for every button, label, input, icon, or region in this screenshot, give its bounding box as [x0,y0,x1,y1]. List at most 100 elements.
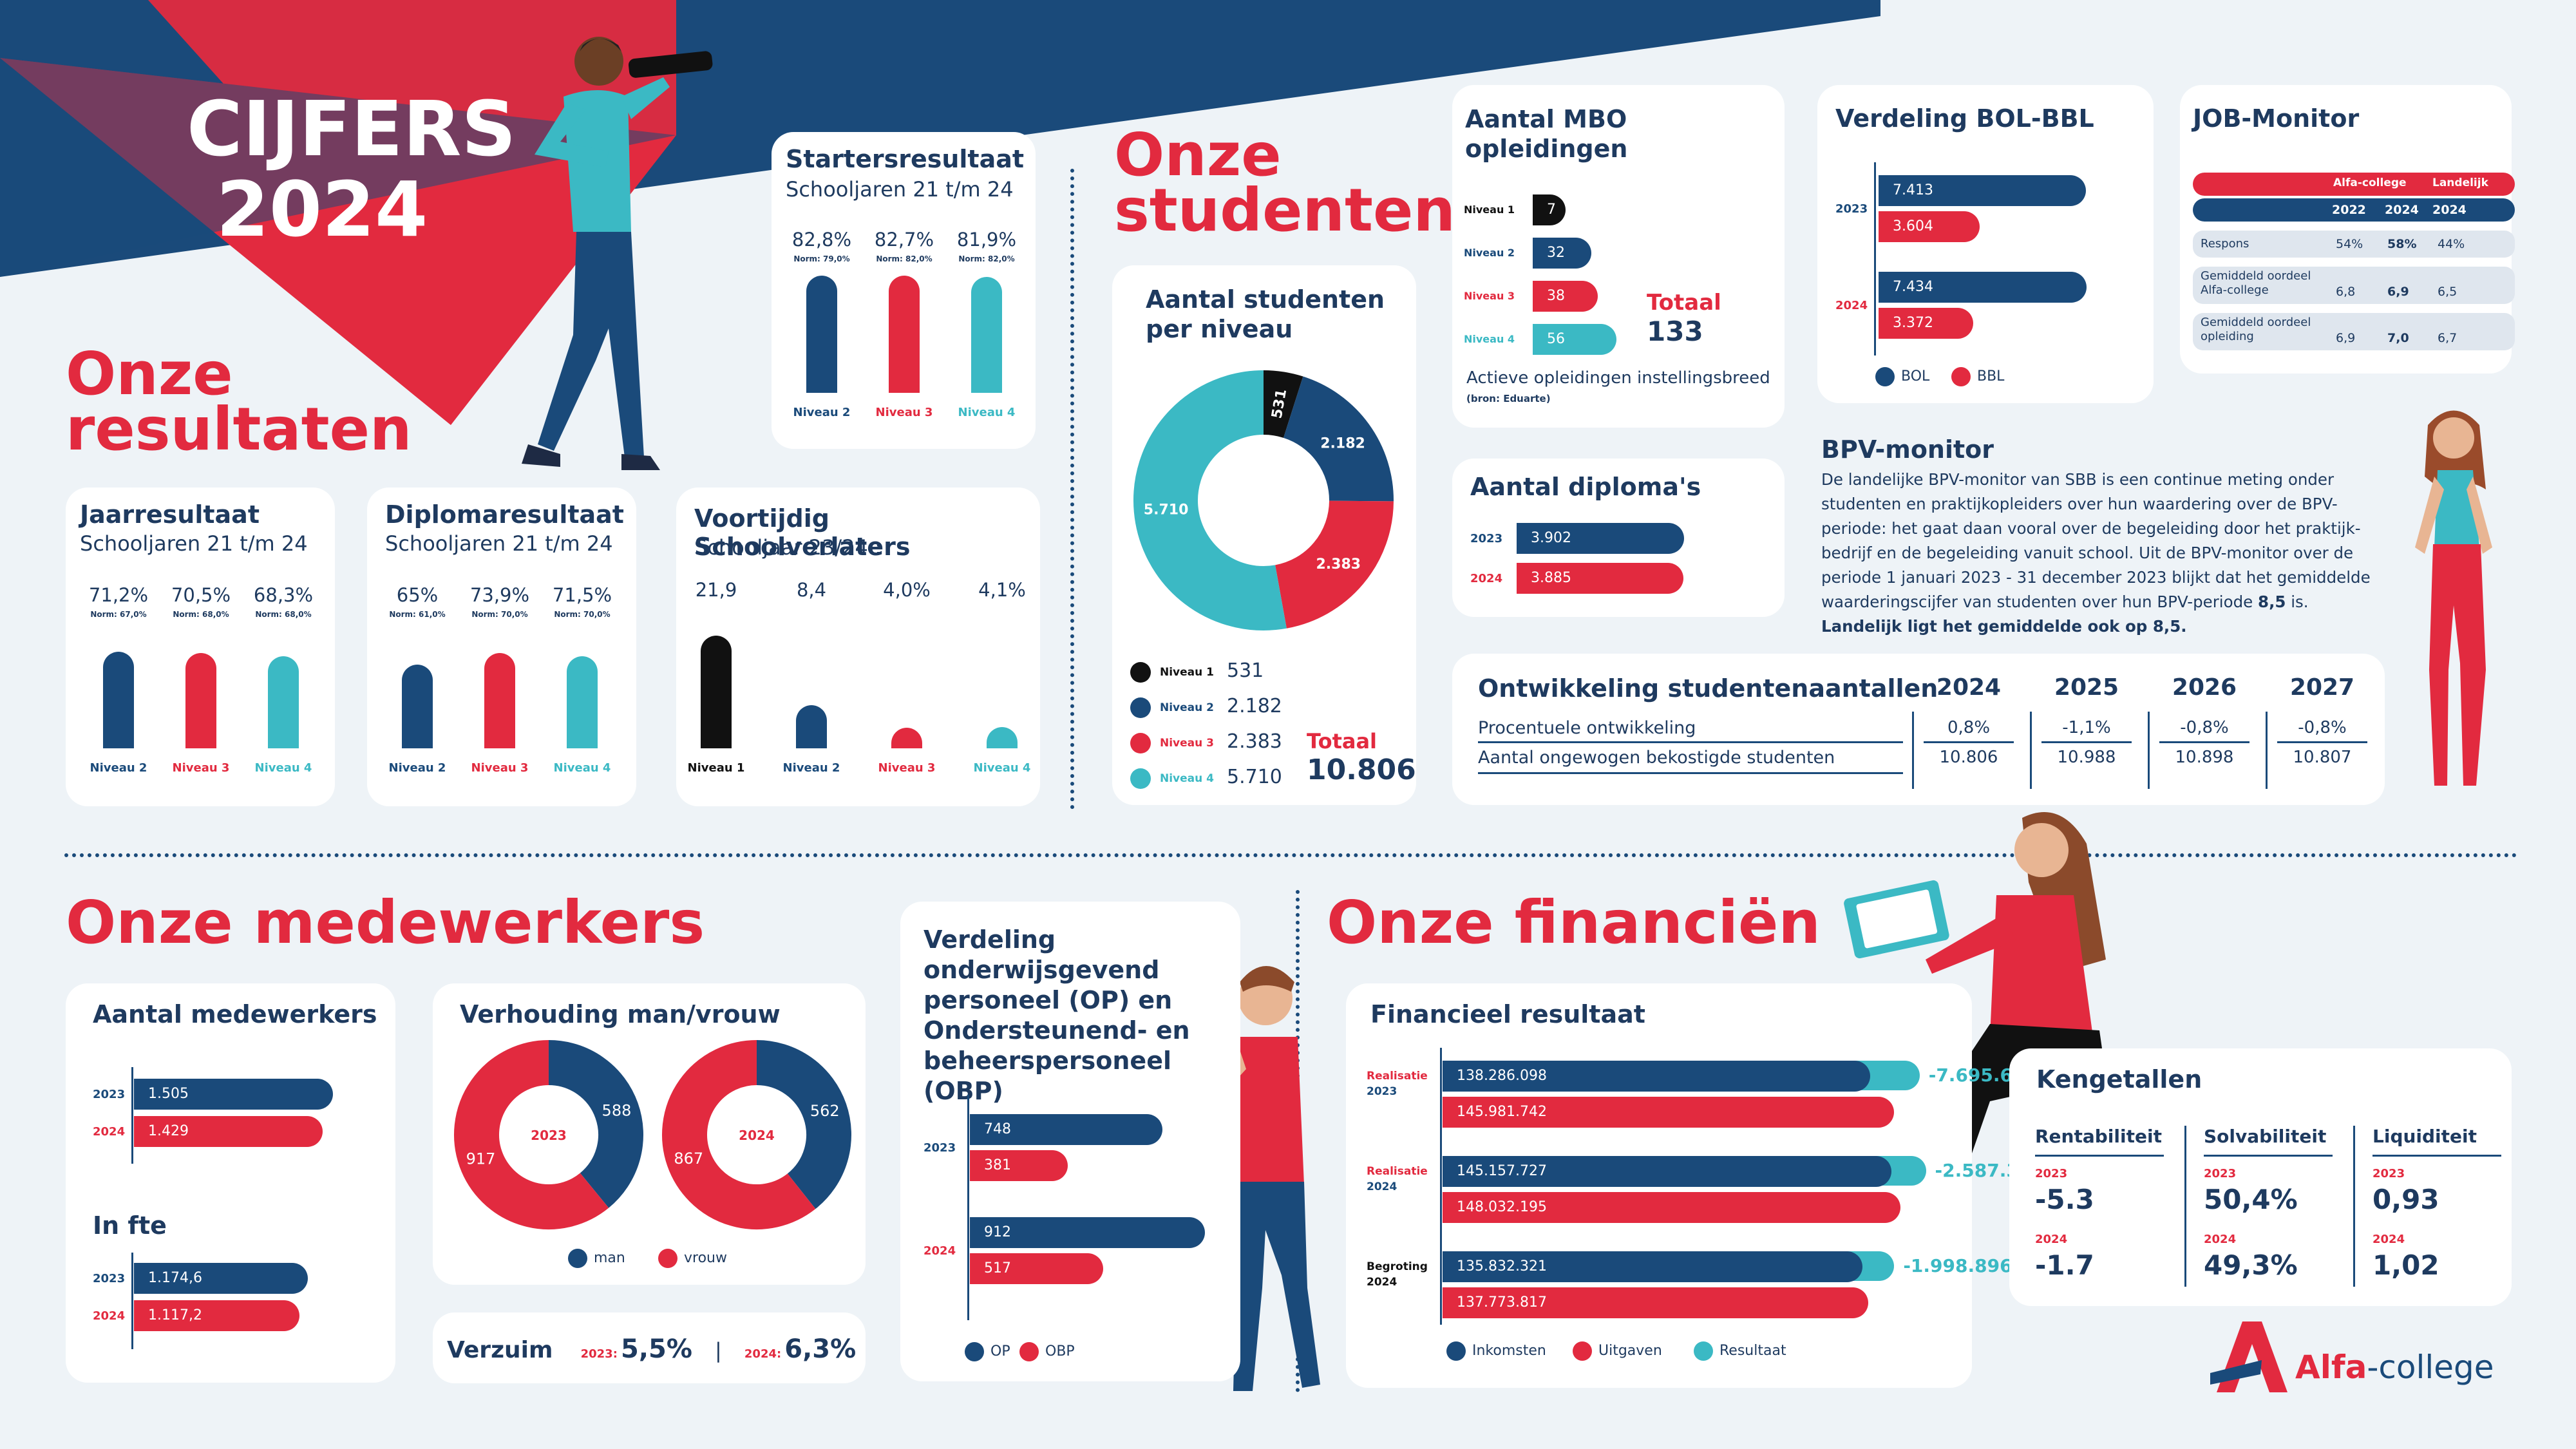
financieel-card: Financieel resultaat Realisatie 2023 138.2… [1346,983,2044,1388]
axis-line [967,1095,969,1320]
legend-label: Niveau 4 [1160,772,1214,785]
donut-segment-vrouw [454,1040,609,1229]
legend-man: man [568,1249,625,1268]
keng-divider [2353,1126,2355,1287]
ontwikkeling-row-1: Procentuele ontwikkeling [1478,718,1696,738]
bar-value: 4,0% [883,579,931,601]
donut-segment-label: 2.182 [1320,436,1365,452]
verzuim-row: Verzuim 2023: 5,5% | 2024: 6,3% [447,1334,856,1364]
legend-bbl: BBL [1951,367,2004,386]
diplomaresultaat-title: Diplomaresultaat [385,500,624,529]
keng-value: -1.7 [2035,1249,2094,1281]
bar-value: 68,3% [253,584,314,606]
keng-year: 2024 [2372,1233,2405,1246]
legend-row: Niveau 2 2.182 [1130,695,1285,721]
year-label: 2023 [1470,532,1503,545]
year-label: 2023 [93,1088,126,1101]
ontw-percent: -1,1% [2062,718,2111,737]
donut-segment [1133,370,1287,630]
legend-dot-icon [1130,733,1151,753]
year-label: 2024 [1835,299,1868,312]
bar-label: Niveau 4 [958,406,1016,419]
keng-separator [2372,1155,2501,1157]
job-head-landelijk: Landelijk [2432,176,2488,189]
total-label: Totaal [1307,729,1378,753]
donut-segment [1262,370,1303,439]
logo-text: Alfa-college [2295,1349,2494,1386]
bar [806,275,837,393]
bol-bar: 7.434 [1879,272,2087,303]
logo-suffix: college [2378,1349,2494,1386]
diploma-bar: 3.902 [1517,523,1685,554]
uitgaven-bar: 145.981.742 [1443,1097,1894,1128]
diplomaresultaat-subtitle: Schooljaren 21 t/m 24 [385,531,613,556]
legend-label: vrouw [684,1250,727,1266]
section-financien-heading: Onze financiën [1327,888,1821,957]
job-row-label: Gemiddeld oordeel opleiding [2201,316,2311,343]
bar-value: 4,1% [978,579,1026,601]
job-head-alfa: Alfa-college [2333,176,2407,189]
bar-norm: Norm: 79,0% [793,254,850,263]
bar-value: 73,9% [469,584,530,606]
job-value: 54% [2336,237,2363,251]
ontw-separator [2277,741,2367,743]
keng-col-title: Rentabiliteit [2035,1126,2162,1147]
starters-subtitle: Schooljaren 21 t/m 24 [786,177,1014,202]
bar-norm: Norm: 70,0% [471,610,528,619]
manvrouw-title: Verhouding man/vrouw [460,1000,781,1028]
legend-label: Niveau 2 [1160,701,1214,714]
keng-value: 0,93 [2372,1184,2439,1215]
employee-bar: 1.174,6 [134,1263,308,1294]
legend-dot-icon [1446,1341,1466,1361]
legend-dot-icon [1130,697,1151,718]
obp-bar: 517 [970,1253,1103,1284]
bar-value: 65% [396,584,439,606]
verzuim-title: Verzuim [447,1337,553,1363]
ontwikkeling-card: Ontwikkeling studentenaantallen Procentu… [1452,654,2385,805]
mbo-card: Aantal MBO opleidingen Niveau 1 7 Niveau 2… [1452,85,1785,428]
section-studenten-heading: Onze studenten [1114,126,1455,240]
inkomsten-bar: 145.157.727 [1443,1156,1891,1187]
legend-resultaat: Resultaat [1694,1341,1786,1361]
legend-row: Niveau 4 5.710 [1130,766,1285,791]
donut-segment-man [755,1040,851,1209]
bar-value: 8,4 [796,579,827,601]
vertical-divider-top [1070,169,1074,810]
fin-label-1: Realisatie [1367,1070,1428,1083]
job-header-row-1 [2193,173,2515,196]
job-row-bg [2193,267,2515,304]
legend-label: Niveau 3 [1160,737,1214,750]
bar-value: 71,5% [552,584,612,606]
ontw-year: 2025 [2054,674,2119,701]
bar [402,665,433,748]
diplomas-card: Aantal diploma's 2023 3.902 2024 3.885 [1452,459,1785,617]
uitgaven-bar: 148.032.195 [1443,1192,1900,1223]
donut-value-vrouw: 917 [466,1150,496,1168]
fin-label-1: Begroting [1367,1260,1428,1273]
op-bar: 912 [970,1217,1205,1248]
financieel-title: Financieel resultaat [1370,1000,1645,1028]
year-label: 2024 [93,1125,126,1139]
kengetallen-card: Kengetallen Rentabiliteit 2023 -5.3 2024 -1.… [2009,1048,2512,1306]
keng-col-title: Solvabiliteit [2204,1126,2327,1147]
job-value: 7,0 [2387,331,2409,345]
mbo-note: Actieve opleidingen instellingsbreed [1466,368,1770,388]
legend-dot-icon [658,1249,677,1268]
verzuim-value-1: 5,5% [620,1334,692,1364]
title-line: opleidingen [1465,135,1628,163]
bar-value: 21,9 [695,579,737,601]
starters-card: Startersresultaat Schooljaren 21 t/m 24 … [772,132,1036,449]
keng-value: 50,4% [2204,1184,2298,1215]
donut-value-vrouw: 867 [674,1150,703,1168]
keng-col-title: Liquiditeit [2372,1126,2477,1147]
axis-line [1874,162,1876,355]
mbo-bar: 7 [1533,194,1566,225]
mbo-level-label: Niveau 2 [1464,247,1515,259]
medewerkers-title: Aantal medewerkers [93,1000,377,1028]
donut-year: 2023 [531,1128,567,1143]
bar [567,656,598,748]
title-line: per niveau [1146,315,1293,343]
keng-year: 2023 [2372,1167,2405,1180]
ontw-percent: -0,8% [2180,718,2229,737]
